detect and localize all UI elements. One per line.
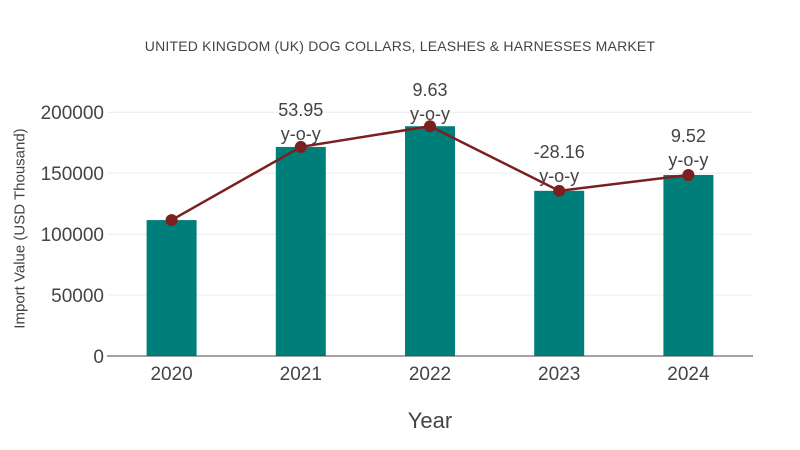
x-axis-label: Year (407, 408, 453, 433)
x-tick-label: 2024 (667, 364, 710, 385)
yoy-annotation-value: 9.63 (412, 80, 447, 100)
trend-line-point (553, 184, 566, 197)
yoy-annotation-value: 9.52 (671, 126, 706, 146)
yoy-annotation-value: -28.16 (534, 142, 585, 162)
yoy-annotation-unit: y-o-y (668, 150, 708, 170)
trend-line (165, 120, 695, 227)
bar (275, 146, 326, 356)
y-tick-label: 0 (93, 347, 104, 368)
bar (534, 190, 585, 356)
trend-line-point (165, 214, 178, 227)
bar (405, 126, 455, 356)
yoy-annotation-value: 53.95 (278, 100, 323, 120)
y-tick-label: 200000 (41, 103, 104, 124)
x-tick-label: 2020 (150, 364, 192, 385)
y-tick-label: 50000 (51, 286, 104, 307)
y-tick-label: 150000 (41, 164, 104, 185)
y-axis-label: Import Value (USD Thousand) (11, 128, 29, 329)
bars (146, 126, 714, 356)
trend-line-point (424, 120, 436, 133)
yoy-annotation-unit: y-o-y (281, 124, 321, 144)
chart-title: UNITED KINGDOM (UK) DOG COLLARS, LEASHES… (144, 38, 656, 54)
bar (663, 174, 714, 356)
x-tick-label: 2021 (280, 364, 322, 385)
y-tick-labels: 0 50000 100000 150000 200000 (41, 103, 104, 368)
bar (146, 220, 197, 356)
x-tick-label: 2023 (538, 364, 580, 385)
x-tick-labels: 2020 2021 2022 2023 2024 (150, 364, 710, 385)
trend-line-point (294, 140, 307, 153)
yoy-annotation-unit: y-o-y (539, 166, 579, 186)
trend-line-point (682, 168, 695, 181)
y-tick-label: 100000 (41, 225, 104, 246)
yoy-annotation-unit: y-o-y (410, 104, 450, 124)
yoy-annotations: 53.95 y-o-y 9.63 y-o-y -28.16 y-o-y 9.52 y-o-y (278, 80, 708, 186)
x-tick-label: 2022 (409, 364, 451, 385)
